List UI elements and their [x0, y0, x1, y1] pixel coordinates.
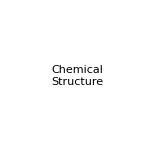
Text: Chemical
Structure: Chemical Structure	[51, 65, 103, 87]
